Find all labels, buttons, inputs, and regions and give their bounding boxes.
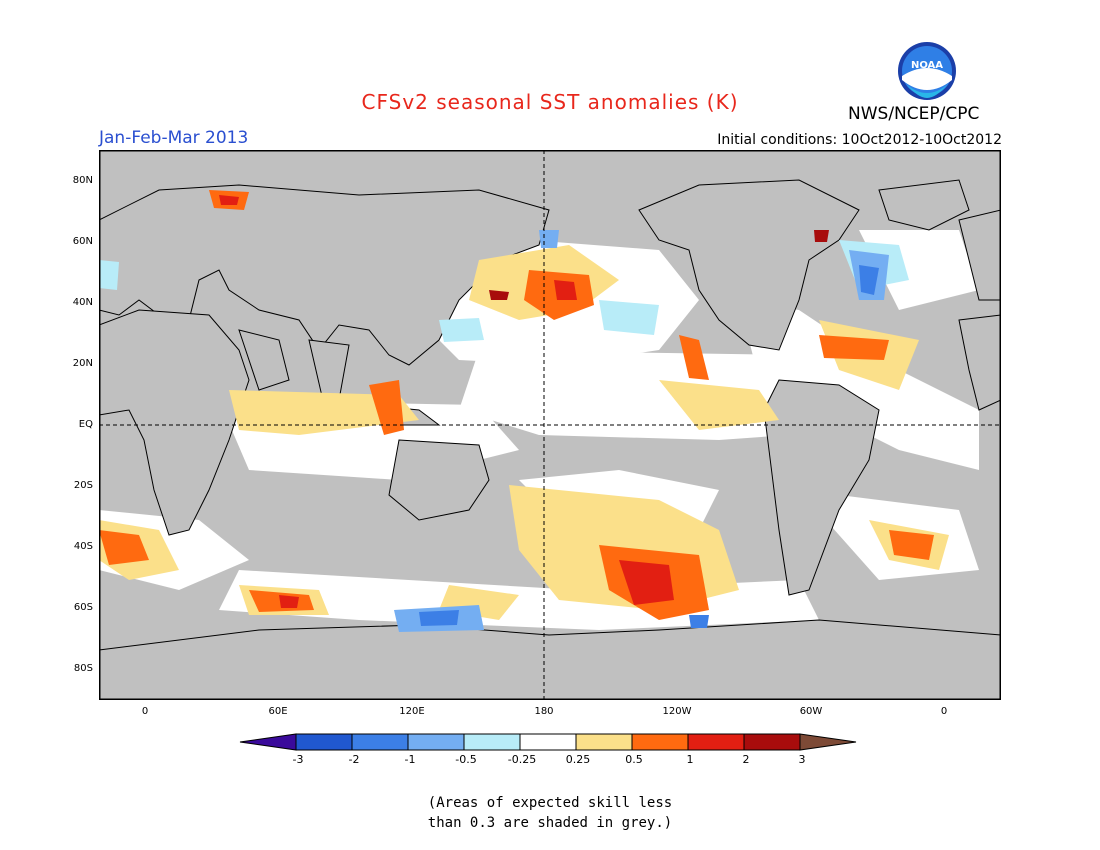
skill-note: (Areas of expected skill less than 0.3 a… bbox=[0, 793, 1100, 833]
colorbar-tick: 0.5 bbox=[625, 753, 643, 766]
colorbar-tick: -0.5 bbox=[455, 753, 477, 766]
colorbar-tick: -2 bbox=[348, 753, 360, 766]
lat-label: 20N bbox=[72, 358, 93, 369]
lat-label: EQ bbox=[78, 419, 93, 430]
colorbar-tick: 2 bbox=[742, 753, 750, 766]
colorbar-cell bbox=[743, 733, 801, 751]
lon-label: 60E bbox=[268, 706, 288, 717]
agency-label: NWS/NCEP/CPC bbox=[848, 104, 980, 124]
lon-label: 0 bbox=[940, 706, 948, 717]
lon-label: 60W bbox=[799, 706, 823, 717]
colorbar bbox=[239, 733, 857, 751]
lat-label: 40N bbox=[72, 297, 93, 308]
colorbar-cell bbox=[351, 733, 409, 751]
colorbar-tick: -3 bbox=[292, 753, 304, 766]
colorbar-cell bbox=[295, 733, 353, 751]
colorbar-tick: 3 bbox=[798, 753, 806, 766]
lon-label: 120W bbox=[662, 706, 692, 717]
map-border bbox=[99, 150, 1001, 700]
continents bbox=[99, 179, 1001, 700]
lon-label: 0 bbox=[141, 706, 149, 717]
lat-label: 20S bbox=[73, 480, 93, 491]
lat-label: 60N bbox=[72, 236, 93, 247]
noaa-logo: NOAA bbox=[898, 42, 956, 100]
colorbar-cell bbox=[799, 733, 857, 751]
colorbar-cell bbox=[687, 733, 745, 751]
chart-title: CFSv2 seasonal SST anomalies (K) bbox=[361, 90, 739, 114]
colorbar-cell bbox=[519, 733, 577, 751]
season-label: Jan-Feb-Mar 2013 bbox=[99, 128, 249, 148]
lon-label: 180 bbox=[534, 706, 554, 717]
logo-text: NOAA bbox=[911, 60, 943, 71]
colorbar-cell bbox=[575, 733, 633, 751]
colorbar-tick: -1 bbox=[404, 753, 416, 766]
initial-conditions-label: Initial conditions: 10Oct2012-10Oct2012 bbox=[717, 132, 1002, 148]
lon-label: 120E bbox=[399, 706, 425, 717]
colorbar-tick: 1 bbox=[686, 753, 694, 766]
colorbar-cell bbox=[407, 733, 465, 751]
lat-label: 60S bbox=[73, 602, 93, 613]
lat-label: 40S bbox=[73, 541, 93, 552]
skill-note-line: (Areas of expected skill less bbox=[427, 795, 673, 811]
colorbar-cells bbox=[239, 733, 857, 751]
colorbar-tick: -0.25 bbox=[507, 753, 537, 766]
colorbar-cell bbox=[239, 733, 297, 751]
lat-label: 80S bbox=[73, 663, 93, 674]
colorbar-cell bbox=[631, 733, 689, 751]
colorbar-tick: 0.25 bbox=[565, 753, 591, 766]
warm-anomaly-regions bbox=[99, 190, 949, 620]
skill-note-line: than 0.3 are shaded in grey.) bbox=[427, 815, 673, 831]
sst-anomaly-map bbox=[99, 150, 1001, 700]
colorbar-cell bbox=[463, 733, 521, 751]
lat-label: 80N bbox=[72, 175, 93, 186]
